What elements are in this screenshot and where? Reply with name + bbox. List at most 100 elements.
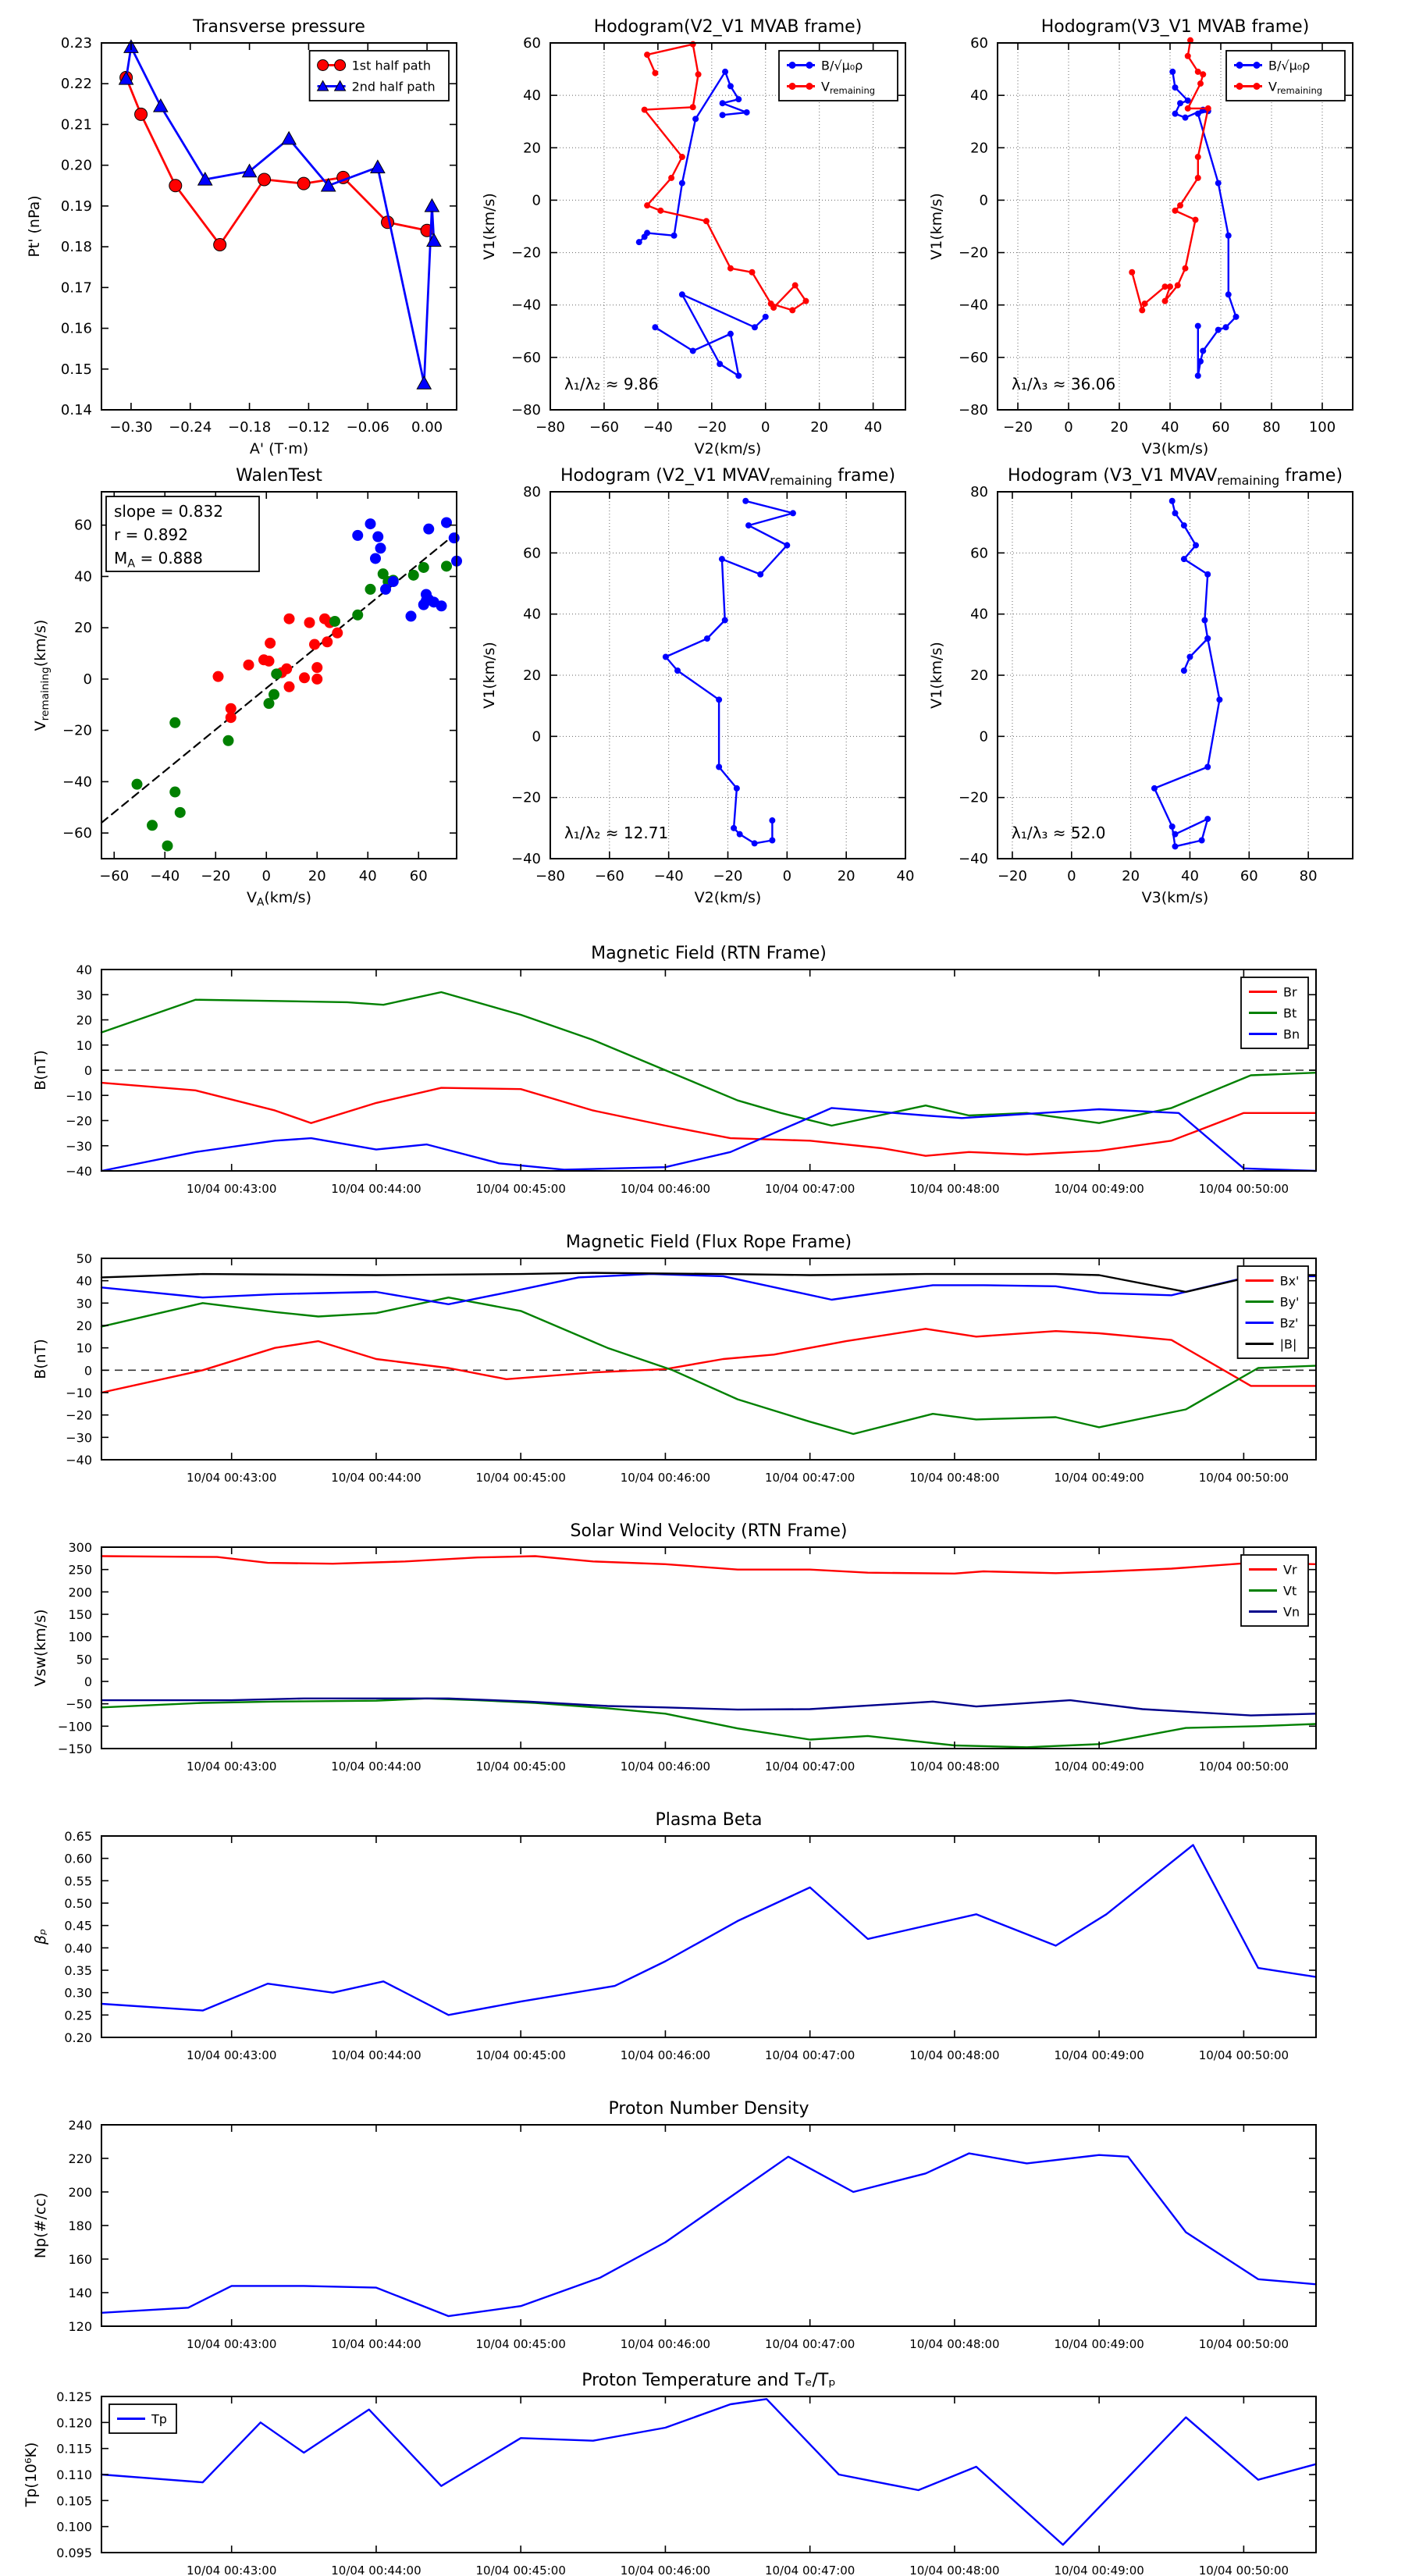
y-tick-label: 20 — [74, 620, 92, 636]
series-Bz-prime — [100, 1272, 1318, 1306]
y-tick-label: 0.15 — [61, 361, 92, 378]
y-axis-label: V1(km/s) — [481, 642, 498, 709]
y-tick-label: −30 — [66, 1139, 92, 1154]
y-axis-label: B(nT) — [32, 1339, 49, 1379]
y-tick-label: 0 — [980, 192, 988, 208]
x-tick-label: −60 — [595, 868, 624, 884]
stats-text: r = 0.892 — [114, 525, 188, 544]
series-Tp — [100, 2398, 1318, 2546]
legend-label: Vn — [1283, 1605, 1300, 1620]
y-tick-label: 40 — [74, 568, 92, 585]
y-axis-label: Np(#/cc) — [32, 2193, 49, 2258]
x-tick-label: 40 — [864, 419, 882, 436]
legend-label: |B| — [1280, 1337, 1297, 1352]
legend-label: Vt — [1283, 1584, 1297, 1599]
x-tick-label: 10/04 00:46:00 — [621, 1182, 710, 1196]
x-tick-label: 40 — [897, 868, 915, 884]
y-tick-label: −20 — [62, 723, 92, 739]
series-B-lower — [1151, 635, 1223, 850]
x-tick-label: 80 — [1300, 868, 1318, 884]
x-tick-label: 10/04 00:47:00 — [765, 1759, 855, 1774]
x-tick-label: −0.12 — [287, 419, 330, 436]
x-tick-label: 10/04 00:45:00 — [476, 2337, 566, 2351]
legend-label: By' — [1280, 1295, 1300, 1310]
y-tick-label: −40 — [62, 774, 92, 790]
legend-label: Vremaining — [821, 80, 875, 97]
x-tick-label: −60 — [99, 868, 129, 884]
y-tick-label: 0 — [980, 728, 988, 745]
lambda-annotation: λ₁/λ₂ ≈ 9.86 — [564, 375, 658, 393]
x-tick-label: 40 — [359, 868, 377, 884]
x-tick-label: −80 — [535, 419, 565, 436]
x-tick-label: 20 — [838, 868, 855, 884]
y-tick-label: 60 — [970, 545, 988, 561]
series-B-upper — [1168, 497, 1211, 674]
series-scatter-green — [131, 560, 452, 852]
x-tick-label: 0 — [783, 868, 791, 884]
y-tick-label: −100 — [58, 1719, 92, 1734]
plot-title: Solar Wind Velocity (RTN Frame) — [571, 1521, 848, 1541]
y-tick-label: 0.65 — [64, 1829, 92, 1844]
y-tick-label: 0.16 — [61, 321, 92, 337]
plot-title: Magnetic Field (Flux Rope Frame) — [566, 1233, 852, 1252]
plot-hodogram-v3v1-mvab: −20 0 20 40 60 80 100 −80 −60 −40 −20 0 20 40 60 Hodogr… — [928, 17, 1353, 457]
legend: B/√μ₀ρ Vremaining — [778, 50, 898, 101]
y-tick-label: 80 — [970, 484, 988, 500]
series-Vn — [100, 1697, 1318, 1717]
y-tick-label: −20 — [511, 245, 541, 262]
x-tick-label: 10/04 00:50:00 — [1199, 1759, 1289, 1774]
y-tick-label: −40 — [66, 1164, 92, 1179]
plot-plasma-beta: 10/04 00:43:00 10/04 00:44:00 10/04 00:45:… — [32, 1810, 1318, 2062]
series-Bt — [100, 991, 1318, 1127]
x-tick-label: 10/04 00:50:00 — [1199, 2048, 1289, 2062]
y-tick-label: 220 — [68, 2151, 92, 2166]
y-tick-label: 20 — [970, 667, 988, 684]
y-tick-label: 0 — [532, 192, 541, 208]
plot-title: Transverse pressure — [192, 17, 365, 37]
x-axis-label: A' (T·m) — [250, 440, 308, 457]
y-tick-label: 0.120 — [56, 2415, 92, 2430]
x-tick-label: −20 — [998, 868, 1027, 884]
x-tick-label: 10/04 00:46:00 — [621, 2337, 710, 2351]
series-Bn — [100, 1107, 1318, 1172]
y-tick-label: 0.18 — [61, 239, 92, 255]
legend-label: Vremaining — [1268, 80, 1322, 97]
x-tick-label: −0.30 — [109, 419, 152, 436]
y-tick-label: −40 — [511, 297, 541, 314]
y-tick-label: −50 — [66, 1697, 92, 1712]
x-tick-label: 10/04 00:46:00 — [621, 1759, 710, 1774]
y-tick-label: 140 — [68, 2286, 92, 2300]
y-tick-label: −20 — [66, 1114, 92, 1129]
y-axis-label: V1(km/s) — [481, 193, 498, 260]
x-tick-label: −0.18 — [228, 419, 271, 436]
y-tick-label: 120 — [68, 2319, 92, 2334]
plot-title: Proton Temperature and Tₑ/Tₚ — [582, 2371, 836, 2390]
lambda-annotation: λ₁/λ₃ ≈ 36.06 — [1012, 375, 1115, 393]
legend: 1st half path 2nd half path — [308, 50, 450, 101]
y-tick-label: −80 — [511, 402, 541, 418]
y-tick-label: 0.110 — [56, 2467, 92, 2482]
x-tick-label: 10/04 00:50:00 — [1199, 2337, 1289, 2351]
series-Bx-prime — [100, 1328, 1318, 1394]
series-Np — [100, 2152, 1318, 2318]
x-tick-label: 10/04 00:43:00 — [187, 2337, 276, 2351]
y-tick-label: 0 — [84, 1063, 92, 1078]
y-tick-label: 0.22 — [61, 76, 92, 92]
y-tick-label: 0.21 — [61, 116, 92, 133]
x-tick-label: 20 — [308, 868, 326, 884]
x-tick-label: 10/04 00:43:00 — [187, 1182, 276, 1196]
legend-label: Br — [1283, 985, 1297, 1000]
y-tick-label: 0 — [84, 1363, 92, 1378]
y-tick-label: −40 — [959, 851, 988, 867]
x-tick-label: 10/04 00:44:00 — [331, 2564, 421, 2576]
x-tick-label: 10/04 00:48:00 — [909, 1471, 999, 1485]
y-tick-label: 30 — [76, 1296, 92, 1311]
lambda-annotation: λ₁/λ₃ ≈ 52.0 — [1012, 824, 1105, 842]
y-tick-label: 0.25 — [64, 2008, 92, 2023]
x-tick-label: 10/04 00:43:00 — [187, 2048, 276, 2062]
x-tick-label: 10/04 00:44:00 — [331, 2048, 421, 2062]
x-tick-label: 0 — [262, 868, 271, 884]
x-tick-label: 10/04 00:48:00 — [909, 2048, 999, 2062]
x-tick-label: 10/04 00:45:00 — [476, 1471, 566, 1485]
plot-proton-temp: 10/04 00:43:00 10/04 00:44:00 10/04 00:45:… — [23, 2371, 1318, 2576]
